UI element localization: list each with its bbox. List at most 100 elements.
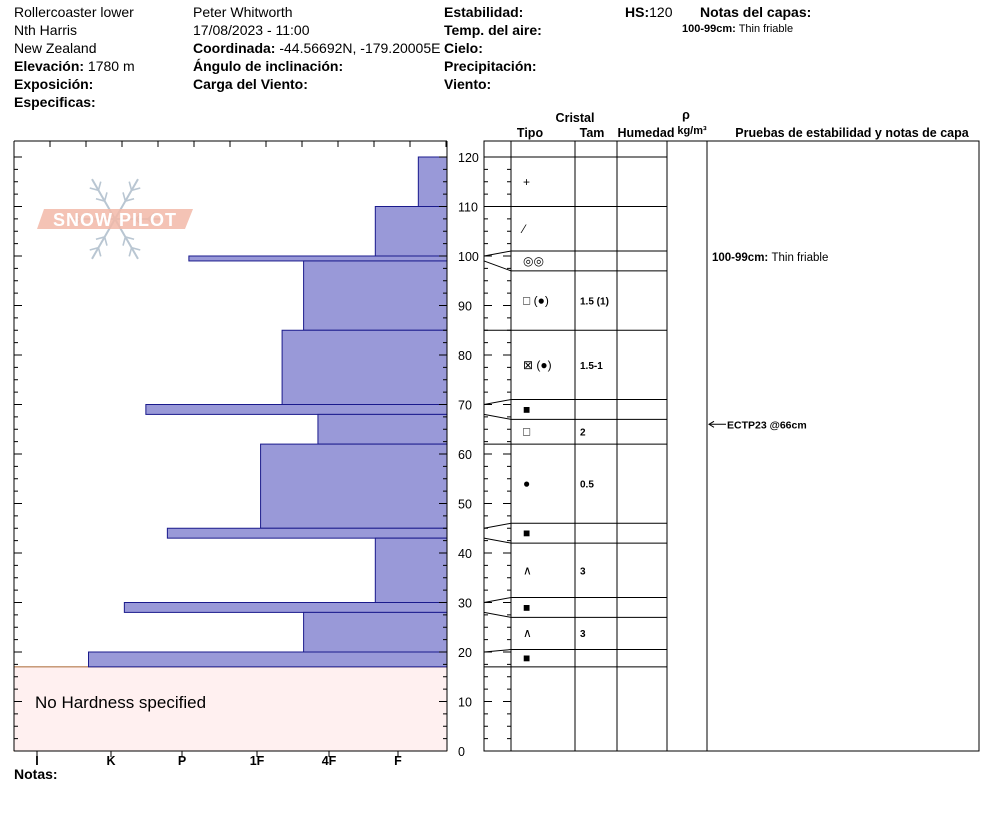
crystal-type: ◎◎ bbox=[523, 254, 544, 268]
layer-note: 100-99cm: Thin friable bbox=[712, 252, 828, 264]
crystal-size: 3 bbox=[580, 566, 586, 577]
logo-flake-branch bbox=[128, 181, 133, 191]
logo-flake-branch bbox=[89, 187, 99, 192]
crystal-type: ■ bbox=[523, 402, 530, 416]
hs-label: HS: bbox=[625, 4, 650, 20]
hardness-bar bbox=[417, 156, 448, 207]
crystal-type: ■ bbox=[523, 651, 530, 665]
header-precipitation: Precipitación: bbox=[444, 57, 537, 75]
hardness-tick-label: P bbox=[178, 754, 186, 768]
elevation-label: Elevación: bbox=[14, 58, 85, 74]
logo-flake-branch bbox=[122, 192, 127, 202]
crystal-size: 2 bbox=[580, 428, 586, 439]
header-country: New Zealand bbox=[14, 40, 97, 56]
layer-connector bbox=[483, 649, 512, 653]
layer-connector bbox=[483, 537, 512, 544]
aspect-label: Exposición: bbox=[14, 76, 94, 92]
crystal-type: ■ bbox=[523, 526, 530, 540]
air-temp-label: Temp. del aire: bbox=[444, 22, 542, 38]
depth-tick-label: 90 bbox=[458, 300, 472, 314]
hardness-bar bbox=[303, 611, 448, 653]
logo-flake-branch bbox=[89, 246, 99, 251]
crystal-size: 1.5 (1) bbox=[580, 297, 609, 308]
logo-flake-branch bbox=[122, 236, 127, 246]
crystal-table: + ⁄ ◎◎ □ (●) 1.5 (1) ⊠ (●) 1.5-1 ■ □ 2 ● 0.5 ■ ∧ 3 ■ ∧ 3 ■… bbox=[483, 140, 980, 752]
wind-load-label: Carga del Viento: bbox=[193, 76, 308, 92]
header-hs: HS:120 bbox=[625, 3, 672, 21]
logo-flake-branch bbox=[95, 197, 105, 202]
header-wind: Viento: bbox=[444, 75, 491, 93]
depth-tick-label: 120 bbox=[458, 151, 479, 165]
hardness-bar bbox=[88, 651, 448, 668]
hardness-tick-label: 1F bbox=[250, 754, 265, 768]
crystal-type: ⊠ (●) bbox=[523, 358, 552, 372]
depth-tick-label: 100 bbox=[458, 250, 479, 264]
hardness-bar bbox=[166, 527, 448, 539]
precip-label: Precipitación: bbox=[444, 58, 537, 74]
stability-test-arrowhead bbox=[708, 420, 715, 428]
table-header-tam: Tam bbox=[580, 126, 605, 140]
crystal-size: 3 bbox=[580, 629, 586, 640]
hs-value: 120 bbox=[649, 4, 673, 20]
header-stability: Estabilidad: bbox=[444, 3, 523, 21]
no-hardness-label: No Hardness specified bbox=[35, 693, 206, 712]
depth-tick-label: 70 bbox=[458, 399, 472, 413]
layer-note-text: Thin friable bbox=[771, 252, 828, 264]
logo-flake-branch bbox=[131, 246, 141, 251]
elevation-value: 1780 m bbox=[87, 58, 135, 74]
logo-band bbox=[37, 209, 193, 229]
depth-tick-label: 40 bbox=[458, 547, 472, 561]
hardness-tick-label: F bbox=[394, 754, 402, 768]
snowpilot-logo: SNOW PILOT bbox=[37, 178, 193, 260]
logo-text: SNOW PILOT bbox=[53, 210, 177, 230]
header-layer-notes: Notas del capas: bbox=[700, 3, 811, 21]
crystal-size: 0.5 bbox=[580, 480, 594, 491]
header-specifics: Especificas: bbox=[14, 93, 96, 111]
table-header-tests: Pruebas de estabilidad y notas de capa bbox=[735, 126, 969, 140]
header-layer-notes-entry: 100-99cm: Thin friable bbox=[682, 22, 793, 36]
crystal-type: □ bbox=[523, 425, 530, 439]
header-coordinates: Coordinada: -44.56692N, -179.20005E bbox=[193, 39, 440, 57]
hardness-plot: 0 10 20 30 40 50 60 70 80 90 100 110 120 I K P 1F 4F F bbox=[13, 140, 479, 768]
logo-flake-branch bbox=[125, 197, 135, 202]
hardness-bar bbox=[374, 206, 448, 257]
crystal-type: ∧ bbox=[523, 563, 532, 577]
specifics-label: Especificas: bbox=[14, 94, 96, 110]
crystal-type: ■ bbox=[523, 600, 530, 614]
layer-connector bbox=[483, 522, 512, 529]
depth-tick-label: 80 bbox=[458, 349, 472, 363]
hardness-tick-label: K bbox=[106, 754, 115, 768]
coord-label: Coordinada: bbox=[193, 40, 276, 56]
layer-connector bbox=[483, 260, 512, 272]
header-aspect: Exposición: bbox=[14, 75, 93, 93]
layer-connector bbox=[483, 413, 512, 420]
hardness-bar bbox=[188, 255, 448, 262]
logo-flake-branch bbox=[95, 236, 105, 241]
table-frame bbox=[483, 140, 980, 752]
table-header-cristal: Cristal bbox=[556, 111, 595, 125]
logo-flake-branch bbox=[97, 247, 102, 257]
stability-label: Estabilidad: bbox=[444, 4, 524, 20]
depth-tick-label: 20 bbox=[458, 646, 472, 660]
logo-flake-branch bbox=[125, 236, 135, 241]
layer-connector bbox=[483, 250, 512, 257]
depth-tick-label: 0 bbox=[458, 745, 465, 759]
crystal-type: ● bbox=[523, 477, 530, 491]
logo-flake-branch bbox=[103, 236, 108, 246]
layer-connector bbox=[483, 399, 512, 405]
header-observer: Peter Whitworth bbox=[193, 4, 293, 20]
depth-tick-label: 110 bbox=[458, 201, 478, 215]
header-air-temp: Temp. del aire: bbox=[444, 21, 542, 39]
layer-note-range: 100-99cm: bbox=[712, 252, 771, 264]
layer-notes-entry-range: 100-99cm: bbox=[682, 23, 736, 35]
header-elevation: Elevación: 1780 m bbox=[14, 57, 135, 75]
sky-label: Cielo: bbox=[444, 40, 483, 56]
logo-flake-branch bbox=[131, 187, 141, 192]
header-sky: Cielo: bbox=[444, 39, 483, 57]
hardness-bar bbox=[123, 602, 448, 613]
hardness-bar bbox=[317, 413, 448, 445]
crystal-size: 1.5-1 bbox=[580, 361, 603, 372]
hardness-bar bbox=[374, 537, 448, 604]
table-header-tipo: Tipo bbox=[517, 126, 544, 140]
wind-label: Viento: bbox=[444, 76, 492, 92]
